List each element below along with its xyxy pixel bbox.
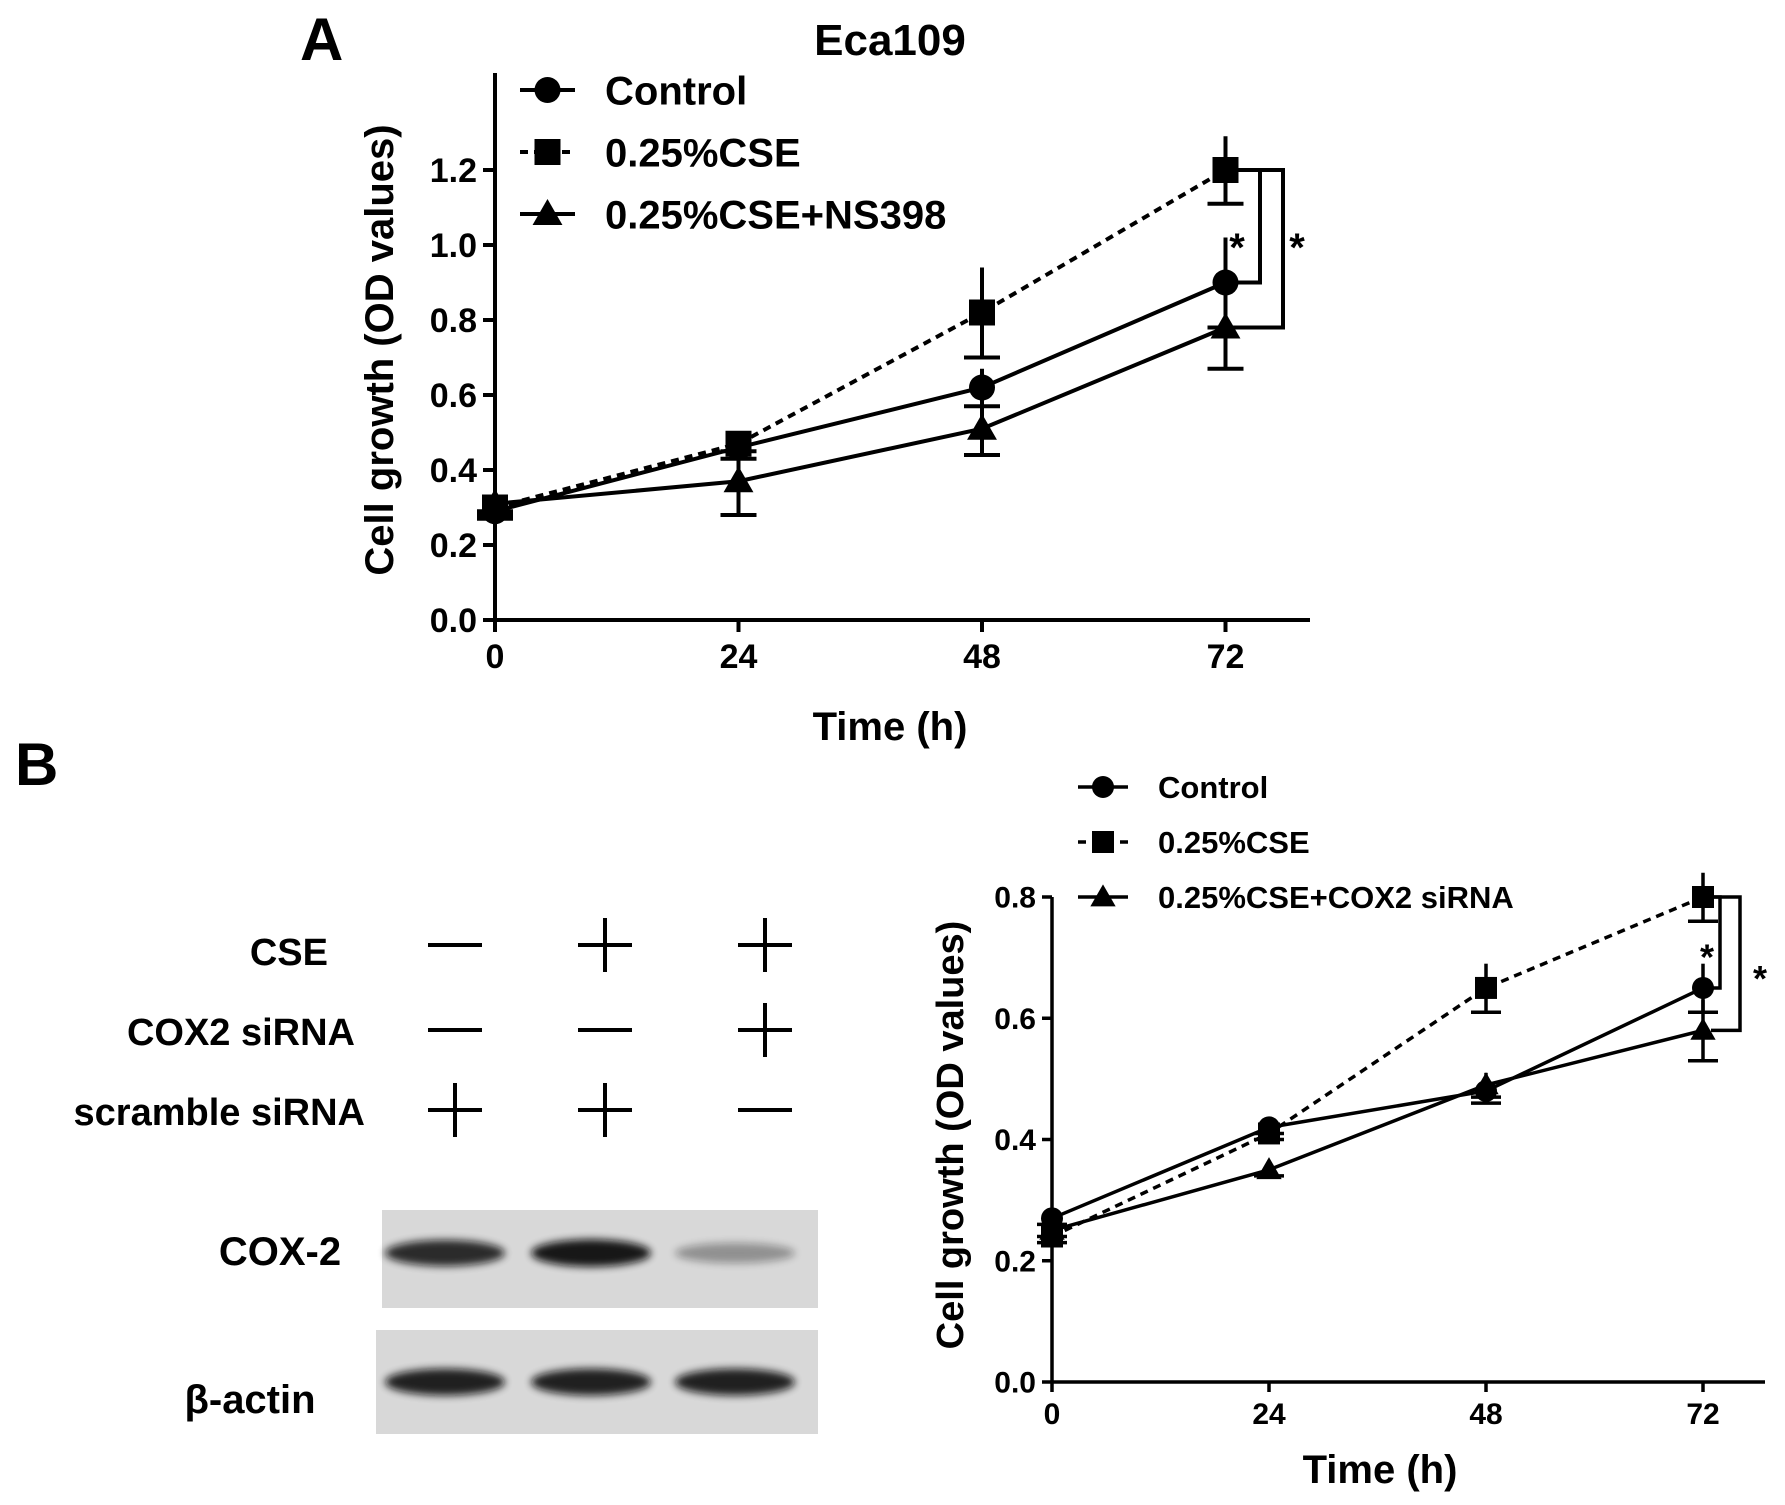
data-point-square (1475, 976, 1497, 999)
chart-b: Time (h) Cell growth (OD values) 0.0 0.2 0… (930, 770, 1767, 1492)
x-tick-label: 72 (1686, 1398, 1719, 1431)
legend-marker-square (1092, 831, 1114, 853)
series-line-triangle (1051, 1028, 1704, 1233)
series-line-square (1051, 895, 1704, 1239)
data-point-triangle (1256, 1157, 1282, 1180)
data-point-triangle (480, 488, 510, 515)
legend-label: Control (1158, 770, 1268, 805)
treatment-label-cse: CSE (250, 932, 328, 974)
y-tick-label: 0.6 (430, 377, 477, 415)
significance-bracket (1233, 168, 1285, 330)
y-tick-label: 0.2 (994, 1245, 1036, 1278)
significance-star: * (1289, 226, 1305, 270)
legend-marker-triangle (1090, 884, 1116, 907)
significance-star: * (1700, 937, 1714, 978)
y-tick-label: 0.6 (994, 1003, 1036, 1036)
legend-label: 0.25%CSE (1158, 825, 1310, 860)
chart-a-y-axis-label: Cell growth (OD values) (358, 124, 402, 575)
x-tick-label: 72 (1207, 638, 1245, 676)
y-tick-label: 0.0 (430, 602, 477, 640)
y-tick-label: 1.0 (430, 227, 477, 265)
data-point-circle (1212, 269, 1239, 296)
legend-label: Control (605, 69, 747, 113)
western-blot: COX-2 β-actin (184, 1210, 818, 1434)
legend-marker-circle (534, 77, 561, 103)
significance-bracket (1711, 895, 1742, 1033)
data-point-square (1692, 886, 1714, 908)
y-tick-label: 0.8 (430, 302, 477, 340)
x-tick-label: 48 (963, 638, 1001, 676)
data-point-triangle (1039, 1217, 1065, 1240)
series-line-circle (494, 280, 1227, 514)
y-tick-label: 0.8 (994, 882, 1036, 915)
y-tick-label: 0.2 (430, 527, 477, 565)
data-point-circle (969, 374, 995, 401)
chart-b-x-axis-label: Time (h) (1303, 1448, 1458, 1492)
chart-a-title: Eca109 (814, 16, 966, 65)
x-tick-label: 24 (720, 638, 758, 676)
panel-b-letter: B (15, 731, 58, 798)
blot-band (385, 1368, 505, 1396)
y-tick-label: 0.4 (430, 452, 477, 490)
treatment-label-cox2-sirna: COX2 siRNA (127, 1012, 355, 1054)
legend-marker-square (534, 139, 561, 165)
data-point-square (969, 299, 995, 326)
data-point-triangle (967, 413, 997, 440)
blot-band (531, 1239, 651, 1267)
chart-a-x-axis-label: Time (h) (813, 705, 968, 749)
panel-a-letter: A (300, 6, 343, 73)
legend-label: 0.25%CSE+COX2 siRNA (1158, 880, 1514, 915)
data-point-triangle (723, 466, 754, 493)
chart-a: Eca109 Time (h) Cell growth (OD values) … (358, 16, 1310, 749)
data-point-triangle (1473, 1072, 1499, 1095)
blot-band (385, 1239, 505, 1267)
series-line-triangle (494, 325, 1227, 506)
blot-band (675, 1242, 795, 1264)
chart-b-y-axis-label: Cell growth (OD values) (930, 921, 972, 1350)
series-line-circle (1051, 986, 1704, 1220)
y-tick-label: 0.0 (994, 1367, 1036, 1400)
y-tick-label: 0.4 (994, 1124, 1036, 1157)
y-tick-label: 1.2 (430, 152, 477, 190)
data-point-triangle (1210, 312, 1241, 339)
treatment-label-scramble-sirna: scramble siRNA (74, 1092, 365, 1134)
significance-star: * (1229, 226, 1245, 270)
x-tick-label: 0 (1044, 1398, 1061, 1431)
x-tick-label: 0 (486, 638, 505, 676)
x-tick-label: 24 (1252, 1398, 1286, 1431)
blot-label-beta-actin: β-actin (184, 1378, 315, 1422)
blot-band (531, 1368, 651, 1396)
data-point-circle (1692, 976, 1714, 999)
legend-label: 0.25%CSE (605, 131, 801, 175)
x-tick-label: 48 (1469, 1398, 1502, 1431)
treatment-table: CSE COX2 siRNA scramble siRNA (74, 918, 792, 1137)
legend-marker-circle (1092, 776, 1114, 798)
data-point-triangle (1690, 1017, 1716, 1040)
blot-band (675, 1368, 795, 1396)
legend-label: 0.25%CSE+NS398 (605, 193, 946, 237)
data-point-square (1258, 1122, 1280, 1145)
legend-marker-triangle (532, 199, 563, 226)
blot-label-cox2: COX-2 (219, 1230, 341, 1274)
significance-star: * (1753, 958, 1767, 999)
